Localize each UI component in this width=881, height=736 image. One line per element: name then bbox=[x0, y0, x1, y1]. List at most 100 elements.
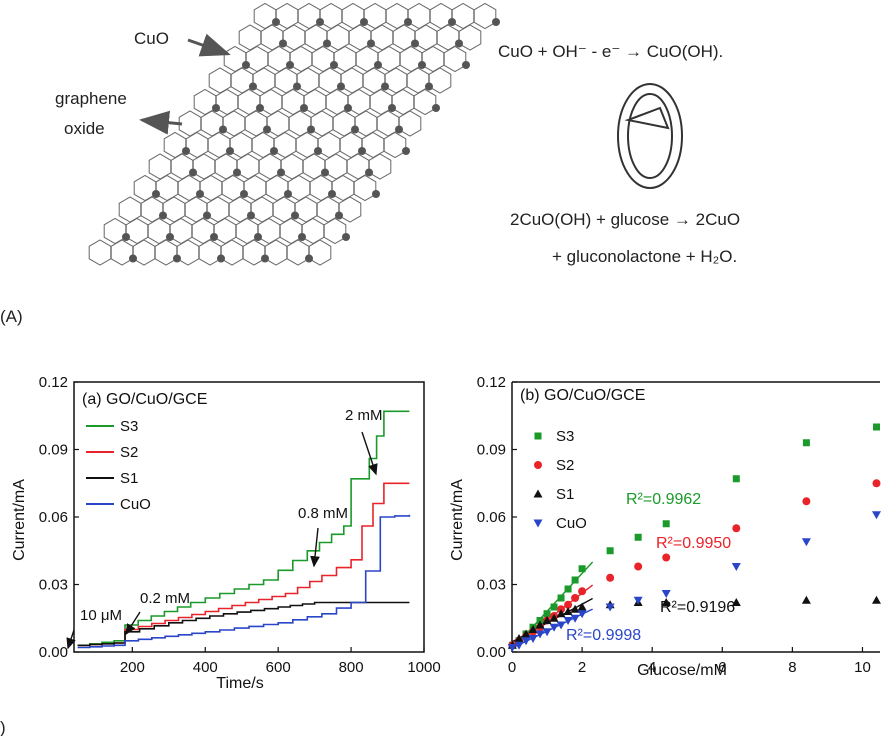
lattice-hexagon bbox=[413, 88, 437, 116]
data-point-s1 bbox=[577, 602, 587, 611]
label-oxide: oxide bbox=[64, 119, 105, 138]
cuo-dot bbox=[254, 233, 262, 241]
data-point-cuo bbox=[542, 628, 552, 637]
data-point-s3 bbox=[578, 565, 586, 573]
legend-marker-s2 bbox=[534, 461, 542, 469]
chart-b-y-tick-label: 0.06 bbox=[477, 509, 506, 526]
data-point-s1 bbox=[542, 616, 552, 624]
series-line-s1 bbox=[77, 601, 410, 647]
data-point-cuo bbox=[563, 617, 573, 625]
legend-label-b-s3: S3 bbox=[556, 428, 574, 445]
r-squared-s2: R²=0.9950 bbox=[656, 535, 731, 552]
data-point-cuo bbox=[801, 538, 811, 547]
data-point-s2 bbox=[564, 600, 573, 609]
chart-a-y-tick-label: 0.09 bbox=[39, 442, 68, 459]
annotation-08mm: 0.8 mM bbox=[298, 505, 348, 522]
cuo-dot bbox=[256, 104, 264, 112]
legend-marker-s1 bbox=[533, 489, 543, 498]
cuo-dot bbox=[335, 211, 343, 220]
data-point-s2 bbox=[571, 594, 580, 602]
cuo-dot bbox=[249, 82, 257, 91]
chart-b-x-tick-label: 2 bbox=[578, 659, 586, 676]
chart-a-x-tick-label: 1000 bbox=[407, 659, 440, 676]
data-point-cuo bbox=[514, 641, 524, 650]
cuo-dot bbox=[314, 147, 322, 155]
cuo-dot bbox=[316, 18, 324, 26]
cuo-dot bbox=[210, 233, 218, 241]
cuo-dot bbox=[298, 233, 306, 241]
chart-a-y-tick-label: 0.12 bbox=[39, 374, 68, 391]
r-squared-s1: R²=0.9196 bbox=[660, 599, 735, 616]
legend-label-s3: S3 bbox=[120, 418, 138, 435]
cuo-dot bbox=[300, 104, 308, 112]
cuo-dot bbox=[240, 190, 248, 198]
lattice-hexagon bbox=[353, 174, 377, 202]
chart-a-y-tick-label: 0.06 bbox=[39, 509, 68, 526]
lattice-hexagon bbox=[398, 110, 422, 137]
data-point-s3 bbox=[634, 533, 642, 541]
chart-a-title: (a) GO/CuO/GCE bbox=[82, 391, 207, 408]
data-point-s1 bbox=[871, 595, 881, 604]
reaction-2-line1: 2CuO(OH) + glucose → 2CuO bbox=[510, 210, 740, 229]
annotation-2mm: 2 mM bbox=[345, 407, 383, 424]
data-point-s3 bbox=[564, 585, 572, 593]
cuo-dot bbox=[330, 61, 338, 69]
chart-b-x-tick-label: 6 bbox=[718, 659, 726, 676]
lattice-hexagon bbox=[88, 239, 112, 266]
cuo-dot bbox=[152, 190, 160, 198]
data-point-cuo bbox=[633, 596, 643, 605]
cuo-arrow bbox=[187, 33, 231, 57]
chart-b-y-tick-label: 0.12 bbox=[477, 374, 506, 391]
data-point-s1 bbox=[514, 634, 524, 642]
cuo-dot bbox=[388, 104, 396, 112]
panel-label-a: (A) bbox=[0, 307, 23, 326]
reaction-1: CuO + OH⁻ - e⁻ → CuO(OH). bbox=[498, 42, 723, 61]
chart-b-xlabel: Glucose/mM bbox=[637, 662, 727, 679]
cuo-dot bbox=[196, 190, 204, 198]
chart-a-x-tick-label: 800 bbox=[339, 659, 364, 676]
cuo-dot bbox=[404, 18, 412, 26]
cuo-dot bbox=[129, 254, 137, 263]
cuo-dot bbox=[365, 168, 373, 177]
series-line-cuo bbox=[77, 514, 411, 649]
cuo-dot bbox=[189, 168, 197, 177]
cuo-dot bbox=[395, 125, 403, 134]
reaction-2-line2: + gluconolactone + H₂O. bbox=[552, 247, 737, 266]
cuo-dot bbox=[402, 147, 410, 155]
lattice-hexagon bbox=[473, 2, 497, 30]
legend-label-b-cuo: CuO bbox=[556, 515, 587, 532]
chart-b-legend: S3 S2 S1 CuO bbox=[533, 428, 587, 532]
legend-label-cuo: CuO bbox=[120, 496, 151, 513]
data-point-s3 bbox=[550, 603, 558, 611]
cuo-dot bbox=[159, 211, 167, 220]
chart-b-y-tick-label: 0.00 bbox=[477, 644, 506, 661]
cuo-dot bbox=[411, 39, 419, 48]
legend-label-s1: S1 bbox=[120, 470, 138, 487]
cuo-dot bbox=[381, 82, 389, 91]
chart-b-y-tick-label: 0.03 bbox=[477, 577, 506, 594]
legend-label-s2: S2 bbox=[120, 444, 138, 461]
cuo-dot bbox=[305, 254, 313, 263]
data-point-cuo bbox=[871, 511, 881, 520]
cuo-dot bbox=[425, 82, 433, 91]
cuo-dot bbox=[374, 61, 382, 69]
cuo-dot bbox=[321, 168, 329, 177]
cuo-dot bbox=[122, 233, 130, 241]
label-cuo: CuO bbox=[134, 29, 169, 48]
cuo-dot bbox=[360, 18, 368, 26]
r-squared-cuo: R²=0.9998 bbox=[566, 627, 641, 644]
data-point-s1 bbox=[535, 620, 545, 629]
data-point-s2 bbox=[578, 587, 587, 596]
chart-a-x-tick-label: 200 bbox=[120, 659, 145, 676]
data-point-cuo bbox=[507, 644, 517, 652]
data-point-s3 bbox=[557, 594, 565, 602]
data-point-s3 bbox=[802, 439, 810, 447]
cuo-particles bbox=[122, 18, 500, 263]
data-point-s3 bbox=[662, 520, 670, 528]
label-graphene: graphene bbox=[55, 89, 127, 108]
annotation-10um-arrow bbox=[66, 629, 76, 650]
cuo-dot bbox=[418, 61, 426, 69]
lattice-hexagon bbox=[428, 67, 452, 94]
lattice-hexagon bbox=[308, 239, 332, 266]
